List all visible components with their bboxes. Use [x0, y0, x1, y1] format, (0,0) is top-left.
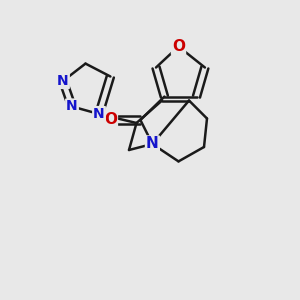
Text: N: N: [66, 100, 78, 113]
Text: N: N: [93, 107, 105, 121]
Text: N: N: [146, 136, 159, 152]
Text: N: N: [57, 74, 69, 88]
Text: O: O: [104, 112, 117, 128]
Text: O: O: [172, 39, 185, 54]
